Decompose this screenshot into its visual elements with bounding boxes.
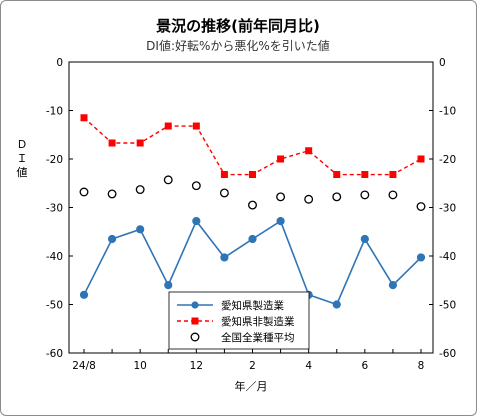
y-axis-label-char: Ｉ (17, 152, 28, 165)
data-point (135, 185, 145, 195)
data-point (79, 187, 89, 197)
y-tick-label-right: -40 (439, 251, 456, 263)
legend-marker (191, 301, 199, 309)
y-tick-label-left: 0 (56, 57, 63, 69)
chart-title: 景況の推移(前年同月比) (156, 17, 320, 35)
data-point (80, 114, 88, 122)
data-point (220, 171, 228, 179)
data-point (136, 225, 145, 234)
y-tick-label-left: -50 (46, 300, 63, 312)
legend-label: 全国全業種平均 (221, 331, 295, 344)
y-tick-label-right: -30 (439, 203, 456, 215)
data-point (361, 171, 369, 179)
x-tick-label: 24/8 (72, 360, 96, 372)
series-line (83, 117, 422, 176)
legend-label: 愛知県非製造業 (221, 315, 295, 328)
series-2 (80, 114, 425, 179)
legend-marker (190, 332, 200, 342)
y-tick-label-right: 0 (439, 57, 446, 69)
data-point (416, 202, 426, 211)
legend-item-1: 愛知県製造業 (177, 299, 284, 312)
y-tick-label-left: -20 (46, 154, 63, 166)
data-point (192, 122, 200, 130)
data-point (277, 155, 285, 163)
data-point (107, 234, 117, 244)
data-point (276, 216, 285, 226)
data-point (389, 171, 397, 179)
data-point (332, 192, 342, 202)
data-point (163, 175, 173, 185)
data-point (220, 253, 229, 262)
data-point (360, 190, 370, 200)
y-tick-label-right: -10 (439, 106, 456, 118)
y-axis-label-char: Ｄ (17, 138, 28, 151)
data-point (108, 139, 116, 147)
legend-marker (191, 317, 199, 325)
data-point (305, 147, 313, 155)
data-point (332, 300, 341, 309)
x-axis-ticks: 24/8 10 12 2 4 6 8 (72, 349, 424, 372)
series-layer (79, 114, 426, 309)
data-point (192, 216, 201, 226)
data-point (248, 200, 257, 210)
legend-item-3: 全国全業種平均 (190, 331, 295, 344)
legend-label: 愛知県製造業 (221, 299, 284, 312)
data-point (304, 194, 314, 204)
data-point (191, 181, 201, 191)
data-point (388, 190, 398, 200)
x-tick-label: 12 (190, 360, 203, 372)
data-point (417, 155, 425, 163)
x-tick-label: 6 (361, 360, 368, 372)
data-point (416, 253, 426, 262)
y-tick-label-right: -60 (439, 348, 456, 360)
data-point (164, 281, 173, 290)
x-tick-label: 8 (418, 360, 425, 372)
y-tick-label-left: -60 (46, 348, 63, 360)
data-point (333, 171, 341, 179)
y-tick-label-right: -50 (439, 300, 456, 312)
data-point (79, 290, 89, 299)
y-tick-label-left: -40 (46, 251, 63, 263)
y-axis-right-ticks: 0 -10 -20 -30 -40 -50 -60 (429, 57, 456, 360)
x-tick-label: 10 (133, 360, 146, 372)
y-tick-label-left: -10 (46, 106, 63, 118)
data-point (107, 189, 117, 199)
x-axis-label: 年／月 (235, 379, 268, 393)
data-point (276, 192, 286, 202)
x-tick-label: 2 (249, 360, 256, 372)
y-axis-label: ＤＩ値 (17, 138, 28, 179)
data-point (136, 139, 144, 147)
y-tick-label-left: -30 (46, 203, 63, 215)
y-axis-left-ticks: 0 -10 -20 -30 -40 -50 -60 (46, 57, 73, 360)
data-point (219, 188, 229, 198)
data-point (360, 234, 369, 244)
data-point (164, 122, 172, 130)
series-1 (79, 216, 426, 309)
data-point (388, 281, 398, 290)
data-point (248, 234, 257, 244)
y-axis-label-char: 値 (17, 166, 28, 179)
series-3 (79, 175, 426, 211)
legend-item-2: 愛知県非製造業 (177, 315, 295, 328)
x-tick-label: 4 (305, 360, 312, 372)
chart-subtitle: DI値:好転%から悪化%を引いた値 (146, 38, 330, 53)
y-tick-label-right: -20 (439, 154, 456, 166)
data-point (249, 171, 256, 179)
